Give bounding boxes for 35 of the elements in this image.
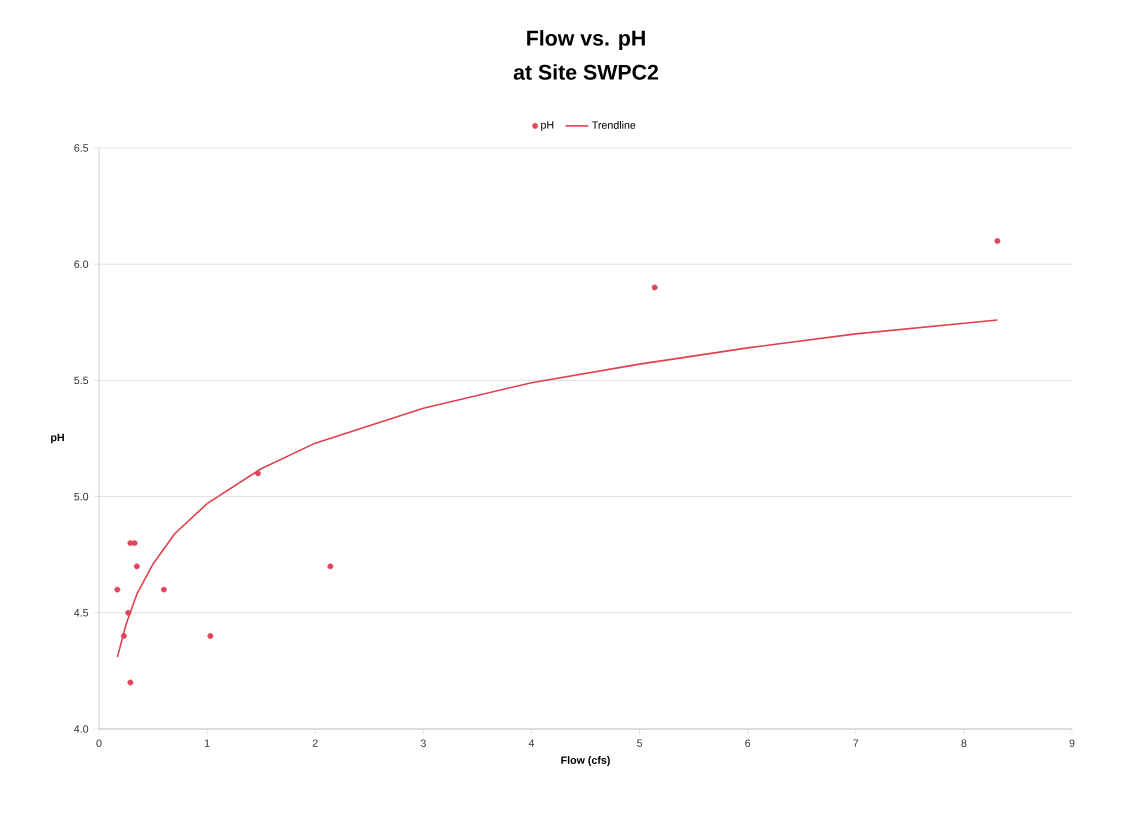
legend-label: pH <box>541 121 554 131</box>
point <box>125 609 132 616</box>
point <box>133 563 140 570</box>
x-tick-label: 5 <box>637 739 643 747</box>
y-axis-title: pH <box>51 433 64 444</box>
line-series <box>116 319 999 658</box>
chart-subtitle: at Site SWPC2 <box>513 64 659 80</box>
y-tick-label: 4.5 <box>74 609 89 617</box>
chart-title: Flow vs. pH <box>527 30 645 50</box>
x-tick-label: 8 <box>961 739 967 747</box>
x-tick-label: 9 <box>1069 739 1075 747</box>
x-axis-title: Flow (cfs) <box>561 756 610 767</box>
x-tick-label: 3 <box>420 739 426 747</box>
y-tick-label: 4.0 <box>74 725 89 733</box>
legend-label: Trendline <box>592 121 636 129</box>
point <box>651 284 658 291</box>
x-tick-label: 1 <box>204 739 210 747</box>
point <box>114 586 121 593</box>
point <box>254 470 261 477</box>
y-tick-label: 6.0 <box>74 260 89 268</box>
point <box>131 540 138 547</box>
point <box>160 586 167 593</box>
point <box>994 238 1001 244</box>
y-tick-label: 5.0 <box>74 492 89 501</box>
point <box>120 633 127 639</box>
x-tick-label: 4 <box>528 739 535 747</box>
point <box>207 633 214 639</box>
x-tick-label: 6 <box>745 739 751 747</box>
x-tick-label: 2 <box>312 739 318 747</box>
y-tick-label: 6.5 <box>74 144 89 152</box>
point <box>127 679 134 686</box>
point <box>327 563 334 570</box>
y-tick-label: 5.5 <box>74 376 89 385</box>
x-tick-label: 0 <box>96 739 102 747</box>
x-tick-label: 7 <box>853 739 859 747</box>
